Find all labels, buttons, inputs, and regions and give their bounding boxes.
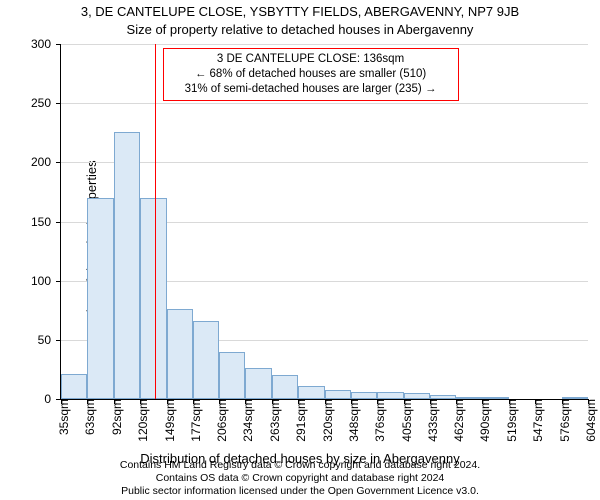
histogram-bar — [245, 368, 272, 399]
x-tick-label: 547sqm — [529, 399, 545, 442]
y-tick-label: 250 — [31, 96, 61, 110]
histogram-bar — [298, 386, 325, 399]
histogram-bar — [272, 375, 298, 399]
gridline — [61, 44, 588, 45]
x-tick-label: 149sqm — [161, 399, 177, 442]
histogram-bar — [167, 309, 193, 399]
histogram-bar — [325, 390, 351, 399]
chart-container: 3, DE CANTELUPE CLOSE, YSBYTTY FIELDS, A… — [0, 0, 600, 500]
x-tick-label: 35sqm — [55, 399, 71, 435]
chart-title-sub: Size of property relative to detached ho… — [0, 22, 600, 37]
x-tick-label: 177sqm — [187, 399, 203, 442]
histogram-bar — [87, 198, 114, 399]
x-tick-label: 206sqm — [213, 399, 229, 442]
x-tick-label: 291sqm — [292, 399, 308, 442]
gridline — [61, 103, 588, 104]
x-tick-label: 120sqm — [134, 399, 150, 442]
plot-area: 05010015020025030035sqm63sqm92sqm120sqm1… — [60, 44, 588, 400]
x-tick-label: 490sqm — [476, 399, 492, 442]
histogram-bar — [193, 321, 220, 399]
chart-title-main: 3, DE CANTELUPE CLOSE, YSBYTTY FIELDS, A… — [0, 4, 600, 19]
x-tick-label: 576sqm — [556, 399, 572, 442]
x-tick-label: 92sqm — [108, 399, 124, 435]
histogram-bar — [351, 392, 377, 399]
y-tick-label: 150 — [31, 215, 61, 229]
marker-line — [155, 44, 156, 399]
callout-line: 3 DE CANTELUPE CLOSE: 136sqm — [170, 52, 452, 67]
y-tick-label: 200 — [31, 155, 61, 169]
x-tick-label: 405sqm — [398, 399, 414, 442]
callout-line: ← 68% of detached houses are smaller (51… — [170, 67, 452, 82]
histogram-bar — [377, 392, 404, 399]
histogram-bar — [140, 198, 167, 399]
x-tick-label: 234sqm — [239, 399, 255, 442]
callout-line: 31% of semi-detached houses are larger (… — [170, 82, 452, 97]
chart-footer: Contains HM Land Registry data © Crown c… — [0, 459, 600, 498]
gridline — [61, 162, 588, 163]
y-tick-label: 50 — [38, 333, 61, 347]
histogram-bar — [114, 132, 140, 399]
x-tick-label: 433sqm — [424, 399, 440, 442]
x-tick-label: 376sqm — [371, 399, 387, 442]
y-tick-label: 100 — [31, 274, 61, 288]
x-tick-label: 63sqm — [81, 399, 97, 435]
x-tick-label: 348sqm — [345, 399, 361, 442]
x-tick-label: 604sqm — [582, 399, 598, 442]
x-tick-label: 320sqm — [319, 399, 335, 442]
callout-box: 3 DE CANTELUPE CLOSE: 136sqm← 68% of det… — [163, 48, 459, 101]
x-tick-label: 519sqm — [503, 399, 519, 442]
histogram-bar — [61, 374, 87, 399]
histogram-bar — [219, 352, 245, 399]
x-tick-label: 462sqm — [450, 399, 466, 442]
footer-line: Contains OS data © Crown copyright and d… — [0, 472, 600, 485]
footer-line: Public sector information licensed under… — [0, 485, 600, 498]
x-tick-label: 263sqm — [266, 399, 282, 442]
y-tick-label: 300 — [31, 37, 61, 51]
footer-line: Contains HM Land Registry data © Crown c… — [0, 459, 600, 472]
